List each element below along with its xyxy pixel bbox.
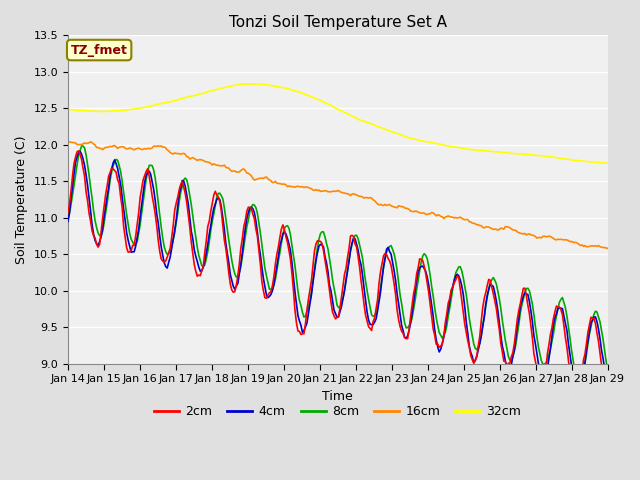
8cm [79,143,87,149]
32cm [604,160,611,166]
16cm [64,139,72,145]
2cm [132,233,140,239]
Legend: 2cm, 4cm, 8cm, 16cm, 32cm: 2cm, 4cm, 8cm, 16cm, 32cm [149,400,526,423]
8cm [253,210,261,216]
8cm [132,241,140,247]
2cm [604,390,611,396]
Text: TZ_fmet: TZ_fmet [71,44,127,57]
32cm [64,106,72,112]
4cm [604,382,611,388]
Line: 8cm: 8cm [68,146,607,382]
32cm [249,81,257,86]
8cm [227,248,234,253]
Line: 4cm: 4cm [68,151,607,385]
4cm [64,218,72,224]
32cm [602,160,610,166]
32cm [301,92,309,97]
2cm [253,233,261,239]
16cm [244,170,252,176]
Line: 32cm: 32cm [68,84,607,163]
16cm [227,167,234,173]
2cm [244,204,252,210]
16cm [575,241,583,247]
4cm [132,243,140,249]
16cm [301,184,309,190]
2cm [301,321,309,326]
Y-axis label: Soil Temperature (C): Soil Temperature (C) [15,135,28,264]
Line: 2cm: 2cm [68,151,607,393]
32cm [131,106,138,112]
4cm [253,229,261,235]
4cm [575,379,583,385]
16cm [604,245,611,251]
32cm [225,84,233,89]
8cm [301,313,309,319]
Title: Tonzi Soil Temperature Set A: Tonzi Soil Temperature Set A [228,15,447,30]
2cm [227,281,234,287]
4cm [76,148,84,154]
32cm [243,81,251,87]
16cm [132,146,140,152]
Line: 16cm: 16cm [68,142,607,248]
16cm [253,176,261,182]
X-axis label: Time: Time [323,390,353,403]
32cm [575,158,583,164]
8cm [244,217,252,223]
8cm [577,378,584,384]
2cm [64,210,72,216]
4cm [244,210,252,216]
16cm [87,139,95,144]
4cm [227,272,234,277]
2cm [575,386,583,392]
4cm [301,324,309,330]
32cm [253,81,261,87]
8cm [604,367,611,372]
8cm [64,216,72,222]
8cm [575,379,583,385]
2cm [75,148,83,154]
